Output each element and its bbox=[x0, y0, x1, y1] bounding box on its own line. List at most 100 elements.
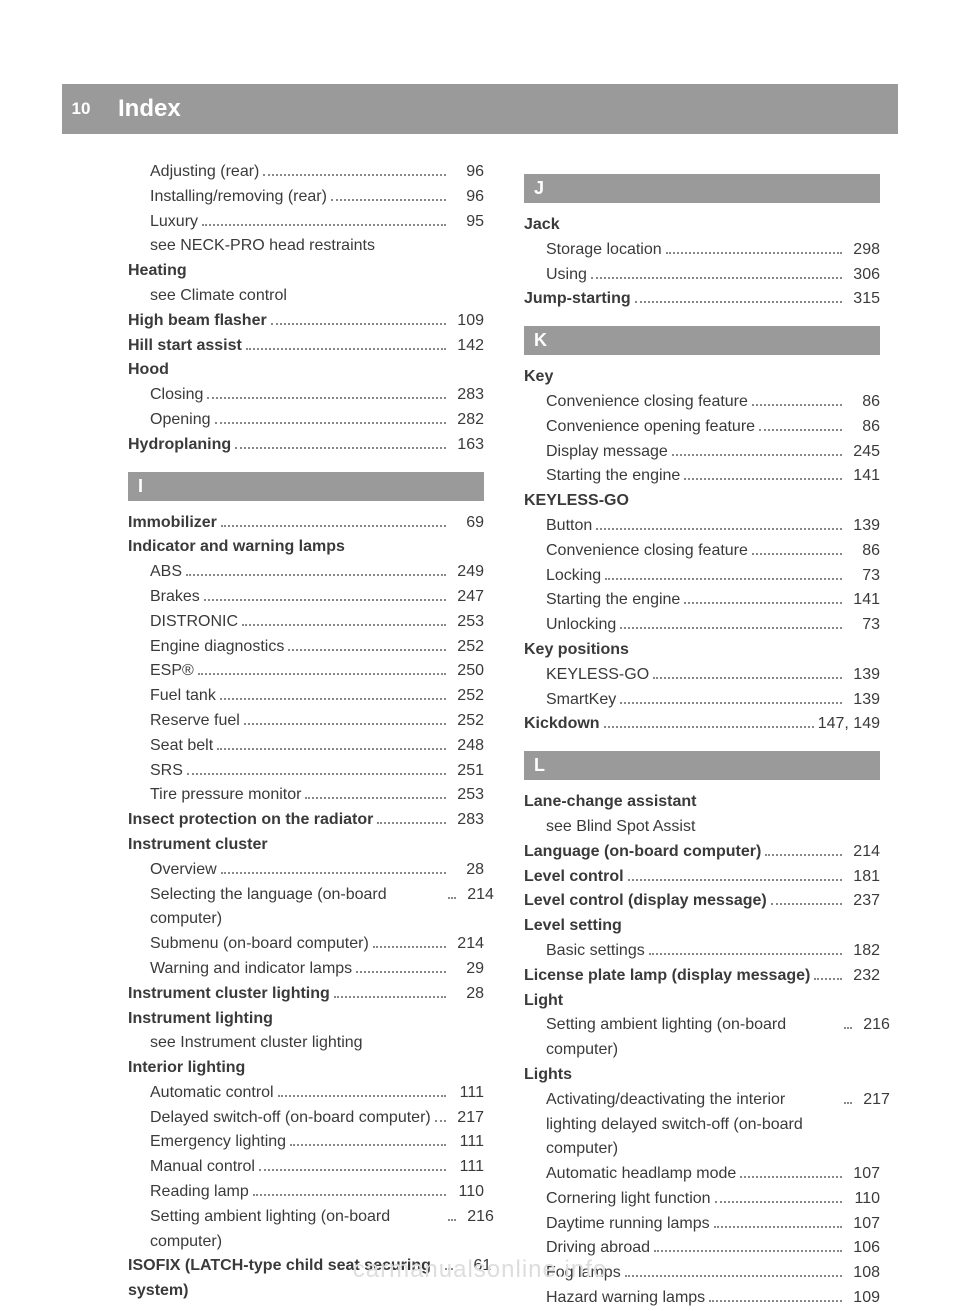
index-entry: KEYLESS-GO bbox=[524, 489, 880, 514]
leader-dots bbox=[278, 1083, 446, 1097]
leader-dots bbox=[844, 1089, 852, 1103]
index-entry: Lights bbox=[524, 1063, 880, 1088]
leader-dots bbox=[752, 540, 842, 554]
leader-dots bbox=[204, 587, 446, 601]
leader-dots bbox=[605, 565, 842, 579]
leader-dots bbox=[814, 965, 842, 979]
entry-label: Hill start assist bbox=[128, 334, 242, 359]
entry-label: Starting the engine bbox=[546, 588, 680, 613]
entry-page: 251 bbox=[450, 759, 484, 784]
leader-dots bbox=[654, 1238, 842, 1252]
index-entry: Instrument lighting bbox=[128, 1007, 484, 1032]
entry-page: 107 bbox=[846, 1162, 880, 1187]
entry-page: 182 bbox=[846, 939, 880, 964]
entry-label: Insect protection on the radiator bbox=[128, 808, 373, 833]
entry-label: DISTRONIC bbox=[150, 610, 238, 635]
entry-label: Locking bbox=[546, 564, 601, 589]
leader-dots bbox=[290, 1132, 446, 1146]
entry-label: Brakes bbox=[150, 585, 200, 610]
leader-dots bbox=[771, 891, 842, 905]
entry-label: Jack bbox=[524, 213, 560, 238]
entry-page: 141 bbox=[846, 588, 880, 613]
entry-label: Cornering light function bbox=[546, 1187, 711, 1212]
leader-dots bbox=[305, 785, 446, 799]
index-entry: High beam flasher109 bbox=[128, 309, 484, 334]
entry-label: Interior lighting bbox=[128, 1056, 245, 1081]
leader-dots bbox=[186, 562, 446, 576]
leader-dots bbox=[334, 983, 446, 997]
entry-page: 95 bbox=[450, 210, 484, 235]
entry-page: 139 bbox=[846, 688, 880, 713]
entry-label: see NECK-PRO head restraints bbox=[150, 234, 375, 259]
entry-page: 181 bbox=[846, 865, 880, 890]
index-entry: Heating bbox=[128, 259, 484, 284]
index-entry: Level control (display message) 237 bbox=[524, 889, 880, 914]
entry-label: Level control (display message) bbox=[524, 889, 767, 914]
index-entry: Starting the engine141 bbox=[524, 464, 880, 489]
entry-page: 28 bbox=[450, 982, 484, 1007]
leader-dots bbox=[202, 211, 446, 225]
index-entry: Reading lamp110 bbox=[128, 1180, 484, 1205]
index-entry: Interior lighting bbox=[128, 1056, 484, 1081]
entry-label: Unlocking bbox=[546, 613, 616, 638]
index-entry: Starting the engine 141 bbox=[524, 588, 880, 613]
index-entry: Using306 bbox=[524, 263, 880, 288]
entry-page: 86 bbox=[846, 390, 880, 415]
page-number-tab: 10 bbox=[62, 84, 100, 134]
index-entry: Kickdown147, 149 bbox=[524, 712, 880, 737]
entry-page: 86 bbox=[846, 415, 880, 440]
entry-label: Indicator and warning lamps bbox=[128, 535, 345, 560]
section-letter: L bbox=[524, 751, 880, 780]
leader-dots bbox=[198, 661, 446, 675]
leader-dots bbox=[207, 385, 446, 399]
index-entry: Submenu (on-board computer)214 bbox=[128, 932, 484, 957]
leader-dots bbox=[235, 434, 446, 448]
entry-page: 110 bbox=[846, 1187, 880, 1212]
leader-dots bbox=[765, 841, 842, 855]
index-entry: Level control181 bbox=[524, 865, 880, 890]
entry-label: Opening bbox=[150, 408, 211, 433]
index-entry: Basic settings182 bbox=[524, 939, 880, 964]
index-entry: Convenience opening feature86 bbox=[524, 415, 880, 440]
leader-dots bbox=[620, 689, 842, 703]
index-entry: Indicator and warning lamps bbox=[128, 535, 484, 560]
entry-page: 73 bbox=[846, 564, 880, 589]
leader-dots bbox=[331, 186, 446, 200]
entry-label: Immobilizer bbox=[128, 511, 217, 536]
entry-label: see Blind Spot Assist bbox=[546, 815, 695, 840]
leader-dots bbox=[263, 162, 446, 176]
index-entry: Instrument cluster bbox=[128, 833, 484, 858]
leader-dots bbox=[709, 1288, 842, 1302]
entry-label: Luxury bbox=[150, 210, 198, 235]
entry-label: Heating bbox=[128, 259, 187, 284]
leader-dots bbox=[715, 1189, 842, 1203]
leader-dots bbox=[217, 735, 446, 749]
entry-label: Hood bbox=[128, 358, 169, 383]
entry-page: 142 bbox=[450, 334, 484, 359]
entry-page: 247 bbox=[450, 585, 484, 610]
index-entry: KEYLESS-GO139 bbox=[524, 663, 880, 688]
entry-label: Level setting bbox=[524, 914, 622, 939]
leader-dots bbox=[259, 1157, 446, 1171]
entry-label: Hydroplaning bbox=[128, 433, 231, 458]
entry-page: 96 bbox=[450, 160, 484, 185]
index-entry: Key bbox=[524, 365, 880, 390]
entry-label: SRS bbox=[150, 759, 183, 784]
index-entry: Brakes 247 bbox=[128, 585, 484, 610]
leader-dots bbox=[448, 884, 456, 898]
leader-dots bbox=[288, 636, 446, 650]
entry-page: 96 bbox=[450, 185, 484, 210]
watermark-text: carmanualsonline.info bbox=[353, 1256, 607, 1283]
leader-dots bbox=[591, 264, 842, 278]
entry-page: 214 bbox=[846, 840, 880, 865]
entry-label: Convenience closing feature bbox=[546, 390, 748, 415]
index-entry: Warning and indicator lamps29 bbox=[128, 957, 484, 982]
index-entry: Setting ambient lighting (on-board compu… bbox=[128, 1205, 484, 1255]
index-entry: Luxury 95 bbox=[128, 210, 484, 235]
entry-page: 237 bbox=[846, 889, 880, 914]
entry-page: 252 bbox=[450, 684, 484, 709]
entry-label: Emergency lighting bbox=[150, 1130, 286, 1155]
entry-page: 249 bbox=[450, 560, 484, 585]
entry-page: 252 bbox=[450, 635, 484, 660]
entry-page: 217 bbox=[450, 1106, 484, 1131]
